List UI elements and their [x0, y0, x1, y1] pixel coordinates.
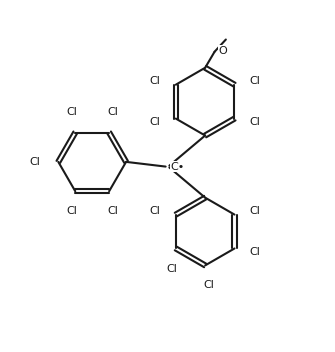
Text: Cl: Cl [66, 107, 77, 118]
Text: Cl: Cl [250, 247, 260, 257]
Text: Cl: Cl [150, 76, 161, 86]
Text: Cl: Cl [66, 206, 77, 216]
Text: Cl: Cl [250, 117, 260, 127]
Text: Cl: Cl [250, 76, 260, 86]
Text: Cl: Cl [203, 281, 214, 290]
Text: Cl: Cl [108, 107, 118, 118]
Text: C•: C• [170, 162, 185, 171]
Text: Cl: Cl [150, 117, 161, 127]
Text: Cl: Cl [250, 206, 260, 216]
Text: O: O [218, 46, 227, 56]
Text: Cl: Cl [150, 206, 161, 216]
Text: Cl: Cl [108, 206, 118, 216]
Text: Cl: Cl [166, 264, 178, 274]
Text: Cl: Cl [29, 157, 40, 167]
